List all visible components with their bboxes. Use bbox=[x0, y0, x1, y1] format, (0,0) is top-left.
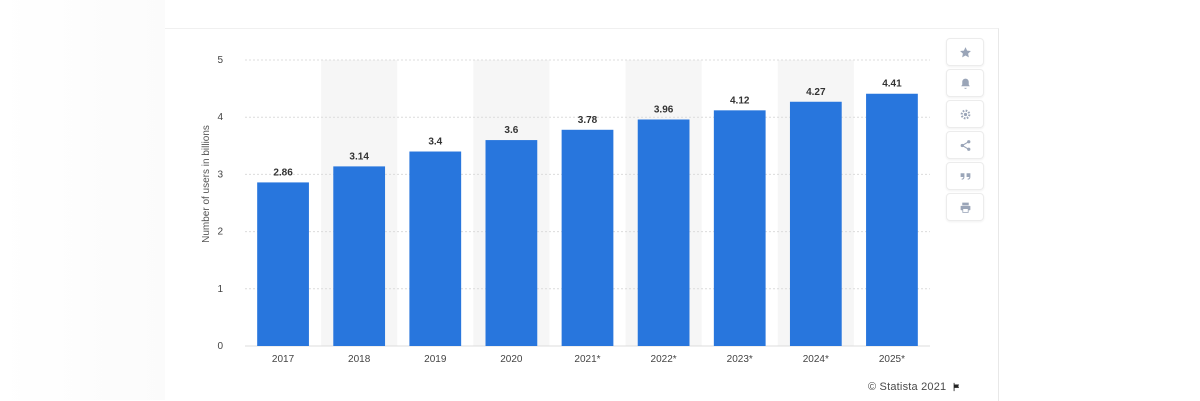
data-label: 4.27 bbox=[806, 87, 826, 98]
print-icon bbox=[960, 202, 970, 213]
data-label: 4.12 bbox=[730, 95, 750, 106]
x-tick-label: 2025* bbox=[879, 354, 905, 365]
bar bbox=[561, 129, 614, 346]
settings-button[interactable] bbox=[946, 100, 984, 128]
x-tick-label: 2019 bbox=[424, 354, 447, 365]
bar bbox=[713, 110, 766, 346]
favorite-button[interactable] bbox=[946, 38, 984, 66]
x-tick-label: 2024* bbox=[803, 354, 829, 365]
x-tick-label: 2023* bbox=[727, 354, 753, 365]
y-tick-label: 5 bbox=[217, 55, 223, 66]
y-tick-label: 2 bbox=[217, 227, 223, 238]
credit-text[interactable]: © Statista 2021 bbox=[868, 381, 947, 393]
quote-icon bbox=[960, 172, 970, 180]
y-axis-tick-labels: 0 1 2 3 4 5 bbox=[217, 55, 223, 352]
x-tick-label: 2021* bbox=[574, 354, 600, 365]
data-label: 4.41 bbox=[882, 79, 902, 90]
bars bbox=[257, 93, 918, 346]
data-label: 3.78 bbox=[578, 115, 598, 126]
y-tick-label: 1 bbox=[217, 284, 223, 295]
data-label: 2.86 bbox=[273, 167, 293, 178]
bar bbox=[637, 119, 690, 346]
bar bbox=[257, 182, 309, 346]
source-credit[interactable]: © Statista 2021 bbox=[868, 381, 962, 393]
bar bbox=[866, 93, 918, 346]
y-tick-label: 4 bbox=[217, 112, 223, 123]
x-tick-label: 2022* bbox=[651, 354, 677, 365]
data-label: 3.96 bbox=[654, 104, 674, 115]
notification-button[interactable] bbox=[946, 69, 984, 97]
bar bbox=[333, 166, 386, 346]
data-label: 3.14 bbox=[349, 151, 369, 162]
bell-icon bbox=[960, 78, 970, 89]
share-icon bbox=[960, 139, 970, 151]
chart-card: 2.86 3.14 3.4 3.6 3.78 3.96 4.12 4.27 4.41 2017 2… bbox=[165, 28, 999, 401]
y-axis-title: Number of users in billions bbox=[201, 125, 212, 243]
x-axis-tick-labels: 2017 2018 2019 2020 2021* 2022* 2023* 2024* 2025… bbox=[272, 354, 905, 365]
data-label: 3.4 bbox=[428, 137, 442, 148]
flag-icon[interactable] bbox=[952, 382, 962, 392]
star-icon bbox=[959, 46, 971, 57]
bar-chart: 2.863.143.43.63.783.964.124.274.41 2017 2… bbox=[201, 55, 930, 365]
gear-icon bbox=[960, 109, 970, 119]
value-labels: 2.86 3.14 3.4 3.6 3.78 3.96 4.12 4.27 4.41 bbox=[273, 79, 902, 179]
share-button[interactable] bbox=[946, 131, 984, 159]
page-background bbox=[0, 0, 165, 400]
data-label: 3.6 bbox=[504, 125, 518, 136]
bar bbox=[409, 151, 462, 346]
cite-button[interactable] bbox=[946, 162, 984, 190]
y-tick-label: 0 bbox=[217, 341, 223, 352]
x-tick-label: 2017 bbox=[272, 354, 295, 365]
bar bbox=[789, 101, 842, 346]
print-button[interactable] bbox=[946, 193, 984, 221]
y-tick-label: 3 bbox=[217, 169, 223, 180]
x-tick-label: 2018 bbox=[348, 354, 371, 365]
x-tick-label: 2020 bbox=[500, 354, 523, 365]
bar bbox=[485, 140, 538, 346]
